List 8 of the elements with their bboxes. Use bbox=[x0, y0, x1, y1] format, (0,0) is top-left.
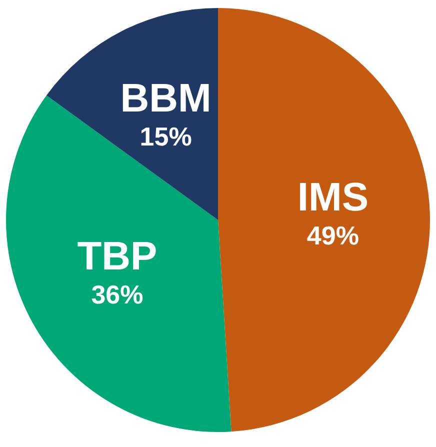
data-label: 36% bbox=[91, 279, 144, 310]
slice-label: IMS bbox=[297, 175, 369, 220]
slice-label: BBM bbox=[120, 76, 212, 121]
slice-label: TBP bbox=[77, 234, 158, 278]
data-label: 49% bbox=[306, 220, 359, 250]
pie-slice bbox=[218, 8, 430, 432]
pie-slice bbox=[46, 8, 218, 220]
data-label: 15% bbox=[140, 122, 192, 152]
